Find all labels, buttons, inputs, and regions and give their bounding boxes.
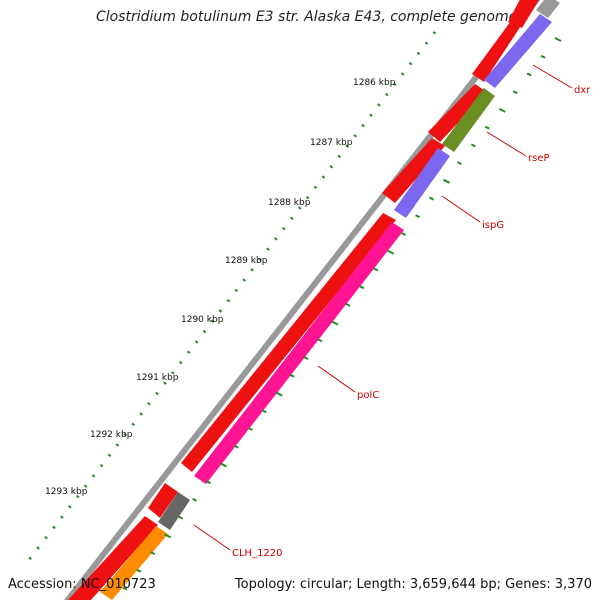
scale-label-1292: 1292 kbp [90, 430, 133, 440]
scale-label-1288: 1288 kbp [268, 198, 311, 208]
tick-mark [387, 249, 395, 255]
scale-label-1286: 1286 kbp [353, 78, 396, 88]
tick-mark [247, 427, 253, 431]
tick-mark [220, 462, 227, 468]
forward-cds-2 [472, 6, 530, 82]
tick-mark [122, 586, 128, 591]
tick-mark [289, 373, 295, 378]
tick-mark [456, 161, 462, 165]
scale-label-1289: 1289 kbp [225, 256, 268, 266]
map-title: Clostridium botulinum E3 str. Alaska E43… [96, 9, 518, 25]
genome-backbone [64, 0, 541, 600]
gene-label-polC: polC [357, 390, 379, 401]
gene-label-CLH_1220: CLH_1220 [232, 548, 283, 559]
tick-mark [206, 480, 211, 485]
forward-cds-6 [148, 483, 178, 518]
tick-mark [443, 178, 450, 184]
tick-mark [261, 409, 267, 414]
scale-label-1287: 1287 kbp [310, 138, 353, 148]
gene-CLH_1220 [158, 492, 190, 530]
gene-orange [100, 526, 168, 600]
gene-polC [194, 222, 404, 484]
tick-mark [178, 515, 184, 520]
gene-ispG [394, 148, 450, 218]
gene-top-gray [536, 0, 560, 18]
tick-mark [415, 214, 421, 219]
tick-mark [484, 125, 490, 130]
leader-dxr [532, 64, 573, 89]
leader-ispG [441, 195, 481, 223]
tick-mark [317, 338, 323, 343]
tick-mark [345, 303, 351, 307]
scale-label-1290: 1290 kbp [181, 315, 224, 325]
ruler-dotted-line [23, 31, 437, 566]
tick-mark [540, 54, 546, 59]
tick-mark [401, 232, 407, 236]
tick-mark [429, 196, 434, 201]
gene-rseP [442, 88, 495, 152]
forward-cds-3 [428, 84, 487, 142]
tick-mark [233, 444, 239, 449]
forward-cds-5 [181, 213, 396, 472]
summary-text: Topology: circular; Length: 3,659,644 bp… [234, 577, 592, 592]
tick-mark [512, 90, 518, 95]
reverse-cds-track [100, 0, 560, 600]
forward-cds-track [68, 0, 539, 600]
tick-mark [359, 285, 365, 290]
forward-cds-7 [68, 516, 158, 600]
tick-mark [331, 320, 339, 326]
accession-text: Accession: NC_010723 [8, 577, 156, 592]
forward-cds-4 [382, 138, 445, 203]
tick-mark [554, 37, 562, 42]
gene-label-dxr: dxr [574, 85, 591, 96]
tick-mark [498, 108, 506, 113]
tick-mark [470, 143, 476, 148]
tick-mark [373, 267, 379, 272]
tick-mark [136, 568, 142, 573]
leader-polC [317, 365, 356, 393]
scale-labels: 1286 kbp 1287 kbp 1288 kbp 1289 kbp 1290… [45, 78, 396, 497]
gene-label-rseP: rseP [528, 153, 550, 164]
scale-label-1293: 1293 kbp [45, 487, 88, 497]
tick-marks [122, 37, 562, 591]
tick-mark [192, 498, 198, 502]
gene-labels: dxr rseP ispG polC CLH_1220 [193, 64, 591, 559]
tick-mark [164, 533, 172, 539]
scale-label-1291: 1291 kbp [136, 373, 179, 383]
tick-mark [526, 72, 532, 77]
leader-rseP [486, 131, 527, 157]
tick-mark [275, 391, 283, 397]
tick-mark [303, 356, 309, 360]
gene-dxr [484, 14, 552, 88]
tick-mark [150, 551, 156, 555]
gene-label-ispG: ispG [482, 220, 504, 231]
leader-CLH_1220 [193, 524, 231, 551]
